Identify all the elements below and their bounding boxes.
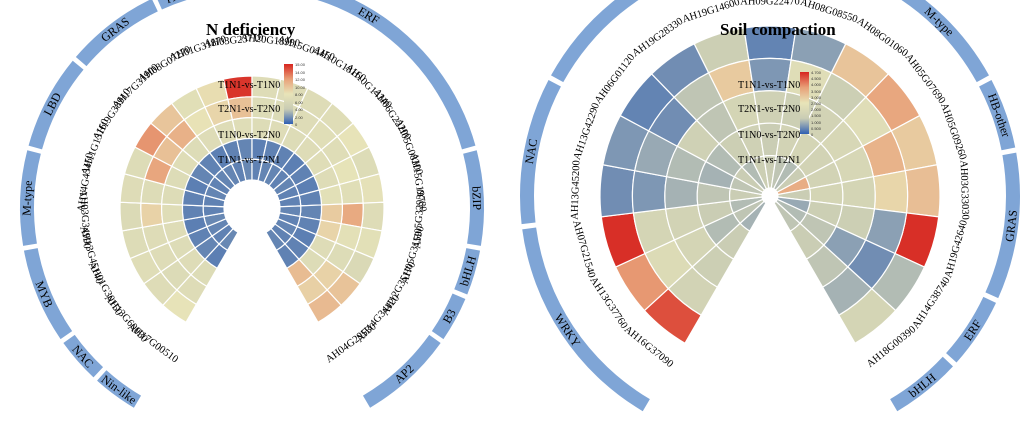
family-band (75, 0, 158, 67)
colorbar-tick: 2.000 (811, 107, 822, 113)
family-band (551, 0, 639, 83)
colorbar-tick: 15.00 (295, 62, 306, 67)
colorbar-tick: 1.000 (811, 119, 822, 125)
family-band (20, 150, 41, 246)
gene-label: AH09G22470 (740, 0, 800, 7)
gene-label: AH08G01060 (855, 16, 910, 59)
family-band (522, 227, 650, 412)
gene-label: AH14G38740 (911, 275, 953, 331)
family-label: HB-other (985, 92, 1013, 139)
colorbar-tick: 12.00 (295, 77, 306, 82)
n-deficiency-heatmap: AH17G00510AH13G60030AH01G30150AH13G45140… (19, 0, 484, 408)
heatmap-cell (773, 200, 801, 232)
left-legend-row-1: T1N1-vs-T1N0 (218, 80, 281, 91)
family-label: NAC (522, 138, 540, 165)
gene-label: AH13G37760 (587, 275, 629, 331)
soil-compaction-colorbar: 4.700 4.500 4.000 3.500 3.000 2.500 2.000 1.500… (800, 70, 821, 137)
family-band (97, 370, 142, 408)
family-label: bZIP (469, 186, 484, 211)
heatmap-cell (140, 202, 164, 229)
family-label: Nin-like (99, 372, 140, 407)
heatmap-cell (840, 175, 876, 210)
family-band (946, 296, 997, 363)
gene-label: AH19G42640 (943, 219, 970, 279)
colorbar-tick: 8.00 (295, 92, 303, 97)
family-label: GRAS (98, 14, 132, 45)
gene-label: AH13G42290 (572, 102, 602, 162)
family-band (157, 0, 187, 10)
soil-compaction-heatmap: AH16G37090AH13G37760AH07G21540AH13G45200… (520, 0, 1021, 412)
family-label: GRAS (1002, 209, 1020, 242)
family-band (317, 0, 476, 150)
family-label: MYB (32, 279, 55, 310)
right-legend-row-2: T2N1-vs-T2N0 (738, 104, 801, 115)
heatmap-cell (904, 164, 941, 218)
gene-label: AH07G21540 (570, 219, 597, 279)
gene-label: AH03G34990 (77, 189, 92, 249)
colorbar-tick: 2.500 (811, 101, 822, 106)
family-label: M-type (19, 180, 35, 216)
left-legend-row-4: T1N1-vs-T2N1 (218, 155, 281, 166)
soil-compaction-title: Soil compaction (720, 20, 836, 39)
colorbar-tick: 0 (295, 122, 298, 127)
gene-label: AH04G29530 (324, 321, 378, 365)
colorbar-tick: 4.700 (811, 70, 822, 75)
family-band (463, 150, 484, 246)
right-legend-row-4: T1N1-vs-T2N1 (738, 155, 801, 166)
colorbar-tick: 0.500 (811, 125, 822, 131)
family-band (985, 152, 1021, 299)
colorbar-tick: 4.500 (811, 76, 822, 82)
family-label: bHLH (457, 254, 479, 288)
family-label: B3 (440, 307, 459, 326)
family-label: WRKY (551, 311, 583, 350)
colorbar-tick: 4.00 (295, 107, 303, 112)
gene-label: AH03G33030 (958, 160, 971, 220)
colorbar-tick: 3.500 (811, 88, 822, 94)
gene-label: AH13G45200 (570, 160, 583, 220)
right-legend-row-3: T1N0-vs-T2N0 (738, 130, 801, 141)
left-legend-row-2: T2N1-vs-T2N0 (218, 104, 281, 115)
colorbar-tick: 6.00 (295, 99, 303, 105)
gene-label: AH05G09260 (938, 102, 968, 162)
left-legend-row-3: T1N0-vs-T2N0 (218, 130, 281, 141)
family-band (431, 293, 466, 340)
n-deficiency-title: N deficiency (206, 20, 296, 39)
colorbar-tick: 2.00 (295, 114, 303, 120)
family-band (520, 80, 561, 225)
heatmap-cell (360, 201, 385, 232)
gene-label: AH05G32930 (412, 189, 427, 249)
family-band (979, 80, 1016, 151)
colorbar-tick: 14.00 (295, 69, 306, 75)
heatmap-cell (119, 201, 144, 232)
family-band (901, 0, 989, 83)
colorbar-tick: 10.00 (295, 84, 306, 90)
family-label: FAR1 (164, 0, 195, 6)
family-band (63, 334, 104, 378)
family-band (23, 248, 73, 340)
heatmap-cell (631, 170, 668, 214)
family-band (454, 248, 481, 295)
heatmap-cell (265, 227, 286, 252)
n-deficiency-colorbar: 15.00 14.00 12.00 10.00 8.00 6.00 4.00 2.00 0 (284, 62, 305, 127)
heatmap-cell (161, 203, 185, 225)
colorbar-tick: 4.000 (811, 82, 822, 88)
family-band (28, 60, 84, 150)
family-band (362, 334, 441, 408)
colorbar-tick: 3.000 (811, 94, 822, 100)
heatmap-cell (599, 164, 636, 218)
colorbar-tick: 0 (811, 132, 814, 137)
family-label: M-type (922, 4, 957, 39)
family-band (890, 356, 953, 412)
gene-label: AH19G28330 (630, 16, 685, 59)
heatmap-cell (872, 170, 909, 214)
colorbar-tick: 1.500 (811, 113, 822, 119)
right-legend-row-1: T1N1-vs-T1N0 (738, 80, 801, 91)
